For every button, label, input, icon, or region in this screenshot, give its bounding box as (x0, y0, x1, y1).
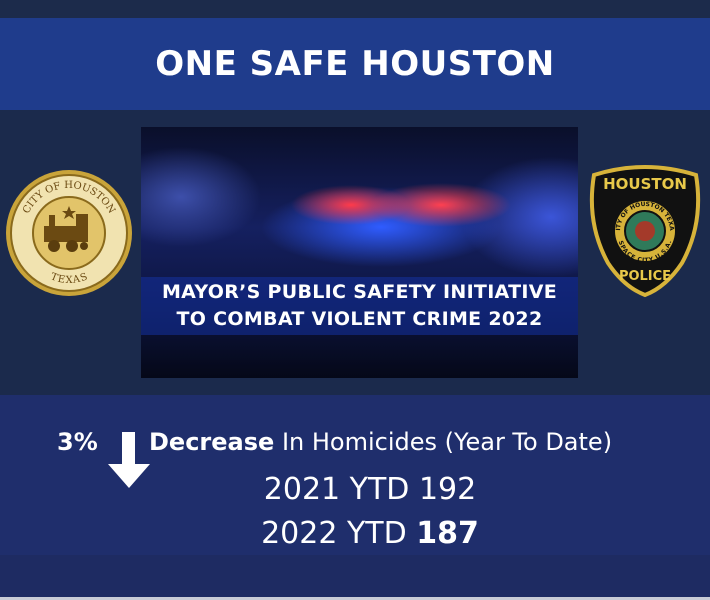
top-strip (0, 0, 710, 18)
badge-top: HOUSTON (603, 175, 687, 193)
seal-text-bottom: TEXAS (49, 272, 90, 287)
row-value: 187 (416, 516, 479, 551)
row-value: 192 (418, 472, 477, 507)
row-label: 2021 YTD (263, 472, 410, 507)
badge-bottom: POLICE (619, 269, 671, 284)
footer (0, 555, 710, 597)
caption-line: TO COMBAT VIOLENT CRIME 2022 (176, 308, 543, 330)
down-arrow (108, 432, 150, 488)
change-percent: 3% (57, 428, 98, 456)
page-title: ONE SAFE HOUSTON (155, 44, 555, 84)
city-seal: CITY OF HOUSTON TEXAS (6, 170, 132, 296)
police-badge: HOUSTON CITY OF HOUSTON TEXAS SPACE CITY… (586, 163, 701, 298)
direction: Decrease (149, 428, 275, 456)
stat-row: 2021 YTD 192 (0, 472, 710, 507)
bottom-line (0, 597, 710, 600)
seal-text-bottom: TEXAS (49, 272, 90, 287)
banner-photo: MAYOR’S PUBLIC SAFETY INITIATIVE TO COMB… (141, 127, 578, 378)
caption-line: MAYOR’S PUBLIC SAFETY INITIATIVE (161, 281, 558, 303)
stat-row: 2022 YTD 187 (0, 516, 710, 551)
title-band: ONE SAFE HOUSTON (0, 18, 710, 110)
description: Decrease In Homicides (Year To Date) (149, 428, 612, 456)
banner-caption: MAYOR’S PUBLIC SAFETY INITIATIVE TO COMB… (141, 277, 578, 335)
description-text: In Homicides (Year To Date) (281, 428, 613, 456)
row-label: 2022 YTD (261, 516, 407, 551)
